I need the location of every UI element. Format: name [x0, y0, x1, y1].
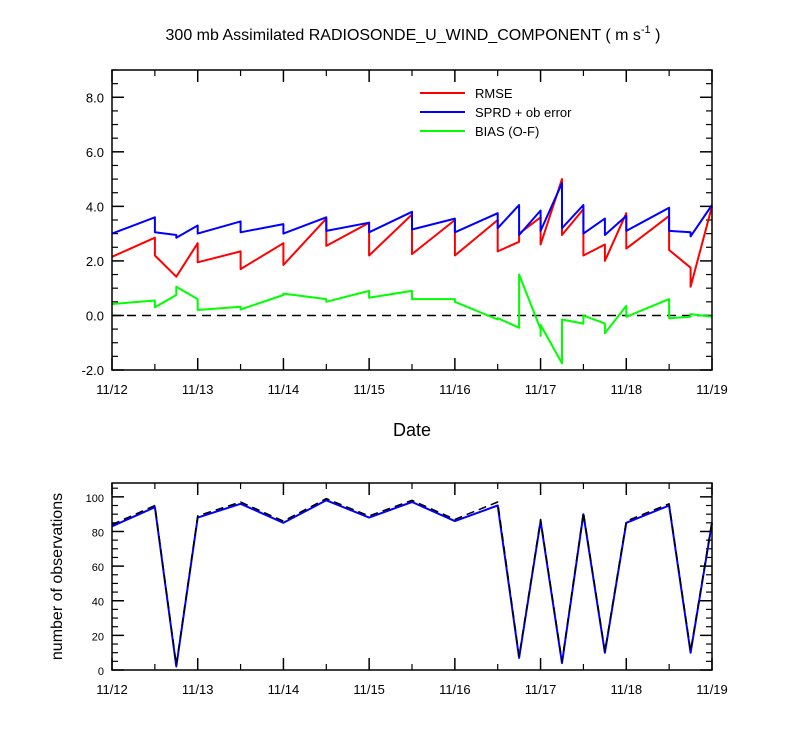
title-main: 300 mb Assimilated RADIOSONDE_U_WIND_COM… — [166, 27, 641, 44]
x-tick-label: 11/17 — [525, 382, 557, 397]
series-line — [111, 497, 713, 666]
y-tick-label: 6.0 — [86, 145, 104, 160]
legend-entry: RMSE — [475, 86, 513, 101]
bottom-panel: 11/12 11/13 11/14 11/15 11/16 11/17 11/18 11/19… — [49, 482, 728, 697]
title-superscript: -1 — [641, 24, 651, 36]
x-tick-label: 11/18 — [610, 682, 642, 697]
x-tick-label: 11/19 — [696, 382, 728, 397]
x-tick-label: 11/17 — [525, 682, 557, 697]
x-tick-label: 11/18 — [610, 382, 642, 397]
bottom-ticks — [111, 483, 713, 671]
x-tick-label: 11/13 — [182, 682, 214, 697]
y-tick-label: 2.0 — [86, 254, 104, 269]
y-tick-label: 60 — [92, 562, 104, 574]
top-series-group — [111, 178, 713, 365]
y-axis-label: number of observations — [49, 493, 66, 660]
x-axis-label: Date — [393, 420, 431, 440]
title-tail: ) — [651, 27, 661, 44]
x-tick-label: 11/16 — [439, 682, 471, 697]
x-tick-label: 11/19 — [696, 682, 728, 697]
y-tick-label: 8.0 — [86, 90, 104, 105]
x-tick-label: 11/14 — [268, 382, 300, 397]
x-tick-label: 11/15 — [353, 682, 385, 697]
y-tick-label: 0 — [98, 666, 104, 678]
y-tick-label: 4.0 — [86, 199, 104, 214]
y-tick-label: 40 — [92, 597, 104, 609]
series-line — [111, 273, 713, 365]
chart-title: 300 mb Assimilated RADIOSONDE_U_WIND_COM… — [166, 24, 661, 44]
top-tick-labels: 11/12 11/13 11/14 11/15 11/16 11/17 11/18 11/19… — [82, 90, 728, 397]
series-line — [111, 182, 713, 239]
y-tick-label: 80 — [92, 527, 104, 539]
series-line — [111, 499, 713, 668]
x-tick-label: 11/14 — [268, 682, 300, 697]
legend-entry: SPRD + ob error — [475, 105, 572, 120]
x-tick-label: 11/16 — [439, 382, 471, 397]
legend-entry: BIAS (O-F) — [475, 124, 539, 139]
y-tick-label: -2.0 — [82, 363, 104, 378]
top-plot-frame — [111, 69, 713, 371]
x-tick-label: 11/12 — [96, 682, 128, 697]
y-tick-label: 100 — [86, 493, 104, 505]
y-tick-label: 0.0 — [86, 308, 104, 323]
x-tick-label: 11/15 — [353, 382, 385, 397]
x-tick-label: 11/12 — [96, 382, 128, 397]
bottom-tick-labels: 11/12 11/13 11/14 11/15 11/16 11/17 11/18 11/19… — [86, 493, 728, 697]
y-tick-label: 20 — [92, 631, 104, 643]
x-tick-label: 11/13 — [182, 382, 214, 397]
bottom-plot-frame — [111, 482, 713, 671]
top-panel: 11/12 11/13 11/14 11/15 11/16 11/17 11/18 11/19… — [82, 69, 728, 440]
bottom-series-group — [111, 497, 713, 668]
legend: RMSE SPRD + ob error BIAS (O-F) — [420, 86, 572, 139]
